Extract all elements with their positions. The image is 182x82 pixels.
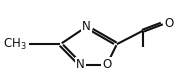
Text: N: N <box>76 58 85 71</box>
Text: O: O <box>102 58 111 71</box>
Text: O: O <box>165 17 174 30</box>
Text: CH$_3$: CH$_3$ <box>3 37 27 52</box>
Text: N: N <box>82 20 91 33</box>
